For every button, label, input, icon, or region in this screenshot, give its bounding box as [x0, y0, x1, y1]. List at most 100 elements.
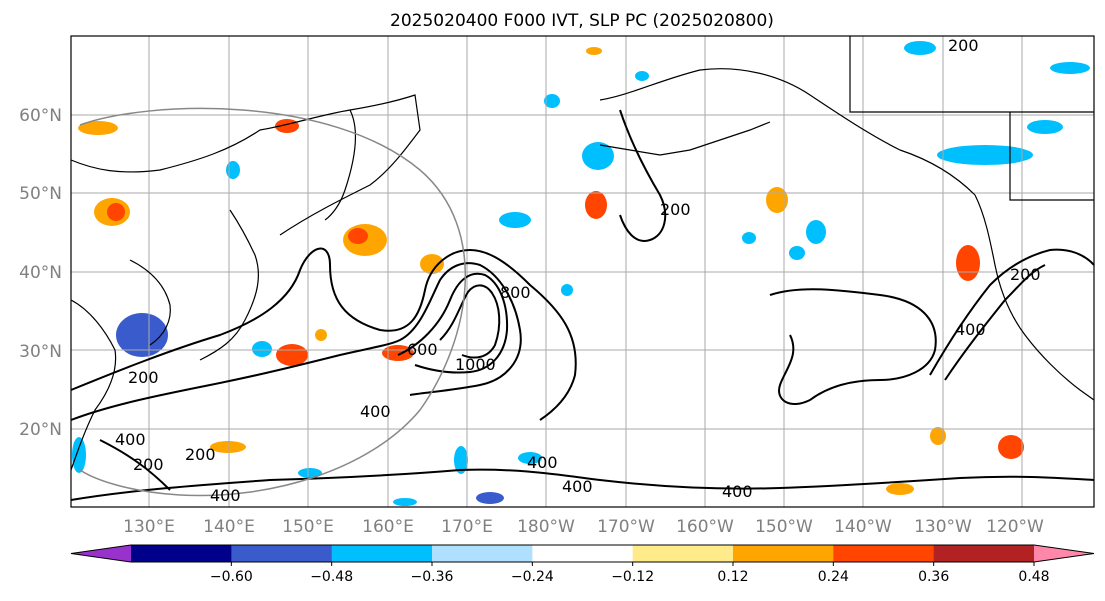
- colorbar-tick-label: 0.24: [818, 569, 849, 585]
- lon-tick-label: 180°W: [517, 517, 575, 537]
- contour-label: 200: [185, 445, 216, 464]
- fill-blob: [382, 345, 414, 361]
- coastline-alaska: [599, 68, 976, 196]
- fill-blob: [956, 245, 980, 281]
- lat-tick-label: 50°N: [19, 184, 62, 204]
- coastlines: [70, 36, 1095, 471]
- lon-tick-label: 130°W: [914, 517, 972, 537]
- colorbar-swatch: [432, 545, 533, 562]
- contour-200: [70, 247, 577, 421]
- coastline-kamchatka: [324, 109, 357, 221]
- coastline-china: [70, 299, 117, 471]
- fill-blob: [315, 329, 327, 341]
- contour-label: 200: [948, 36, 979, 55]
- lat-tick-label: 40°N: [19, 263, 62, 283]
- projection-arc: [79, 107, 467, 497]
- contour-south-2: [99, 439, 171, 491]
- colorbar-tick-label: −0.36: [411, 569, 454, 585]
- lon-tick-label: 150°E: [282, 517, 334, 537]
- colorbar-outline: [70, 544, 1095, 563]
- map-frame: [70, 35, 1095, 508]
- colorbar-swatch: [532, 545, 634, 562]
- contour-ridge: [929, 248, 1095, 376]
- fill-blob: [904, 41, 936, 55]
- coastline-canada: [849, 36, 1094, 201]
- contour-label: 800: [500, 283, 531, 302]
- contour-label: 400: [955, 320, 986, 339]
- colorbar-extend-low: [71, 545, 131, 562]
- chart-title: 2025020400 F000 IVT, SLP PC (2025020800): [390, 11, 774, 31]
- colorbar: −0.60 −0.48 −0.36 −0.24 −0.12 0.12 0.24 0.36 0.4…: [70, 544, 1095, 585]
- fill-blob: [476, 492, 504, 504]
- contour-400-east: [769, 288, 937, 405]
- fill-blob: [742, 232, 756, 244]
- lon-tick-label: 120°W: [986, 517, 1044, 537]
- colorbar-tick-label: 0.36: [918, 569, 949, 585]
- colorbar-tick-label: −0.24: [511, 569, 554, 585]
- fill-blob: [561, 284, 573, 296]
- fill-blob: [298, 468, 322, 478]
- contour-labels: 200 400 600 800 1000 200 400 200 400 200…: [115, 36, 1041, 505]
- contour-label: 200: [660, 200, 691, 219]
- contour-label: 1000: [455, 355, 496, 374]
- contour-200-east: [619, 109, 667, 242]
- colorbar-swatch: [933, 545, 1035, 562]
- lon-tick-label: 160°E: [362, 517, 414, 537]
- lon-tick-label: 170°E: [441, 517, 493, 537]
- lon-tick-label: 140°W: [834, 517, 892, 537]
- coastline-korea: [129, 259, 171, 346]
- lon-tick-label: 130°E: [123, 517, 175, 537]
- contour-label: 400: [562, 477, 593, 496]
- colorbar-swatch: [331, 545, 433, 562]
- fill-blob: [635, 71, 649, 81]
- fill-blob: [138, 330, 162, 350]
- colorbar-swatch: [632, 545, 734, 562]
- colorbar-tick-label: −0.12: [611, 569, 654, 585]
- fill-blob: [393, 498, 417, 506]
- contour-label: 400: [722, 482, 753, 501]
- fill-blob: [937, 145, 1033, 165]
- fill-blob: [1050, 62, 1090, 74]
- colorbar-swatch: [833, 545, 935, 562]
- fill-blob: [582, 142, 614, 170]
- fill-blob: [766, 187, 788, 213]
- slp-contours: [70, 109, 1095, 501]
- colorbar-tick-label: 0.12: [717, 569, 748, 585]
- coastline-asia: [70, 94, 421, 236]
- coastline-westcoast: [974, 194, 1095, 401]
- lat-tick-label: 20°N: [19, 420, 62, 440]
- lat-tick-label: 60°N: [19, 106, 62, 126]
- map-area: 200 400 600 800 1000 200 400 200 400 200…: [70, 35, 1095, 508]
- fill-blob: [886, 483, 914, 495]
- colorbar-extend-high: [1034, 545, 1094, 562]
- fill-blob: [420, 254, 444, 274]
- fill-blob: [585, 191, 607, 219]
- colorbar-tick-label: 0.48: [1018, 569, 1049, 585]
- colorbar-tick-label: −0.48: [310, 569, 353, 585]
- fill-blob: [930, 427, 946, 445]
- contour-800: [439, 284, 501, 359]
- contour-label: 400: [527, 453, 558, 472]
- fill-blob: [107, 203, 125, 221]
- fill-blob: [78, 121, 118, 135]
- fill-blob: [276, 344, 308, 366]
- fill-blob: [789, 246, 805, 260]
- fill-blob: [210, 441, 246, 453]
- fill-blob: [499, 212, 531, 228]
- contour-label: 400: [210, 486, 241, 505]
- contour-south: [70, 468, 1095, 501]
- coastline-japan: [199, 209, 260, 361]
- fill-blob: [806, 220, 826, 244]
- contour-label: 200: [133, 455, 164, 474]
- contour-label: 200: [128, 368, 159, 387]
- fill-blob: [544, 94, 560, 108]
- fill-blob: [252, 341, 272, 357]
- contour-label: 400: [360, 402, 391, 421]
- colorbar-tick-label: −0.60: [210, 569, 253, 585]
- contour-400: [70, 262, 522, 421]
- contour-ridge-2: [944, 264, 1046, 381]
- contour-label: 200: [1010, 265, 1041, 284]
- lon-tick-label: 160°W: [676, 517, 734, 537]
- coastline-aleutians: [599, 121, 771, 156]
